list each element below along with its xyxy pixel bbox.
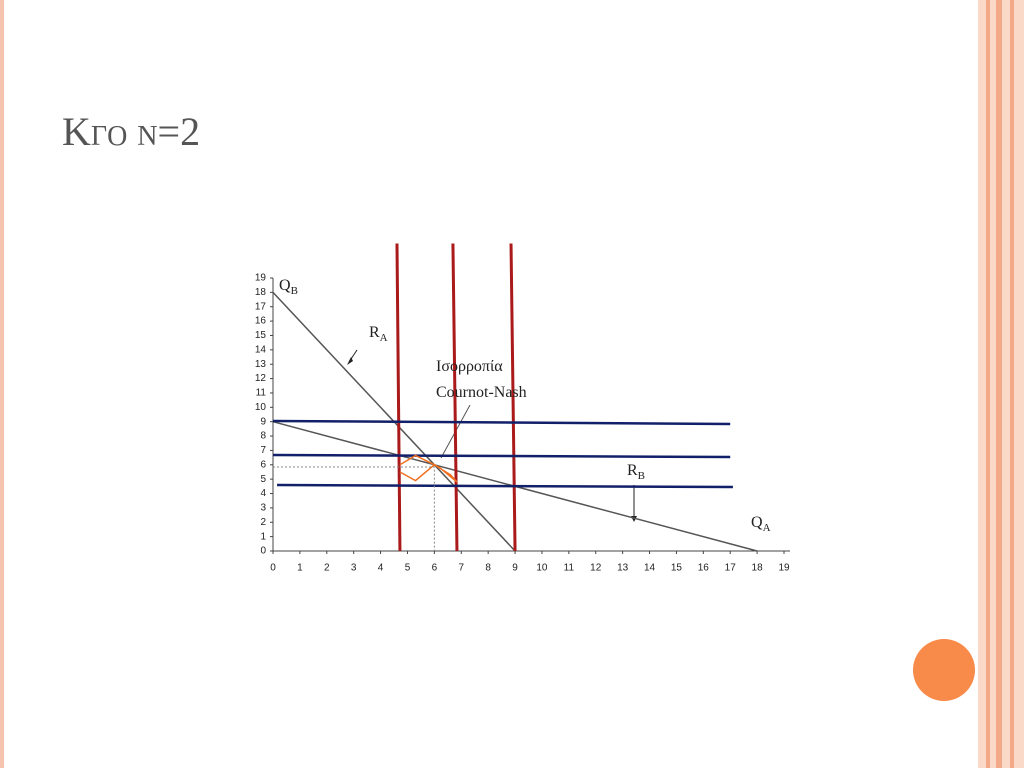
y-tick-label: 8 (260, 431, 266, 442)
x-tick-label: 17 (725, 563, 737, 574)
x-tick-label: 7 (458, 563, 464, 574)
y-tick-label: 19 (255, 273, 267, 284)
y-tick-label: 5 (260, 474, 266, 485)
slide-title: Κγο ν=2 (62, 109, 200, 154)
y-tick-label: 17 (255, 301, 267, 312)
y-tick-label: 11 (256, 388, 267, 399)
annotation: RA (369, 324, 388, 344)
y-tick-label: 0 (260, 546, 266, 557)
y-tick-label: 2 (260, 517, 266, 528)
y-tick-label: 6 (260, 459, 266, 470)
x-tick-label: 18 (752, 563, 764, 574)
y-tick-label: 1 (260, 531, 266, 542)
series-line (272, 453, 731, 459)
y-tick-label: 10 (255, 402, 267, 413)
annotation-subscript: A (380, 332, 388, 344)
annotation-text: Cournot-Nash (436, 384, 527, 401)
x-tick-label: 6 (432, 563, 438, 574)
x-tick-label: 13 (617, 563, 629, 574)
y-tick-label: 12 (255, 373, 267, 384)
y-tick-label: 18 (255, 287, 267, 298)
annotation-text: R (627, 462, 638, 479)
y-tick-label: 4 (260, 488, 266, 499)
y-tick-label: 9 (260, 416, 266, 427)
y-tick-label: 7 (260, 445, 266, 456)
annotation: Ισορροπία (436, 358, 503, 375)
annotation: RB (627, 462, 645, 482)
y-tick-label: 15 (255, 330, 267, 341)
right-stripe (986, 0, 990, 768)
y-tick-label: 16 (255, 316, 267, 327)
series-line (509, 243, 517, 552)
series-line (399, 454, 458, 483)
annotation-subscript: B (638, 470, 645, 482)
annotation-text: Q (279, 277, 291, 294)
right-stripe (1010, 0, 1014, 768)
decor-circle (913, 639, 975, 701)
x-tick-label: 4 (378, 563, 384, 574)
y-tick-label: 13 (255, 359, 267, 370)
y-tick-label: 14 (255, 344, 267, 355)
x-tick-label: 16 (698, 563, 710, 574)
annotation: Cournot-Nash (436, 384, 527, 401)
x-tick-label: 3 (351, 563, 357, 574)
x-tick-label: 14 (644, 563, 656, 574)
right-stripe (996, 0, 1002, 768)
series-line (273, 466, 435, 551)
x-tick-label: 15 (671, 563, 683, 574)
annotation-text: R (369, 324, 380, 341)
arrow-head (347, 357, 353, 365)
series-line (272, 419, 731, 426)
series-line (451, 243, 459, 552)
x-tick-label: 12 (590, 563, 602, 574)
y-tick-label: 3 (260, 503, 266, 514)
x-tick-label: 1 (297, 563, 303, 574)
annotation-text: Q (751, 514, 763, 531)
series-line (277, 483, 733, 489)
annotation: QA (751, 514, 771, 534)
annotation-subscript: B (291, 285, 298, 297)
annotation-text: Ισορροπία (436, 358, 503, 375)
annotation-subscript: A (763, 522, 771, 534)
series-line (395, 243, 402, 552)
chart: 0 1 2 3 4 5 6 7 8 9 10 11 12 13 14 15 16 17 18 190123456789… (255, 243, 790, 574)
x-tick-label: 10 (536, 563, 548, 574)
x-tick-label: 11 (564, 563, 575, 574)
x-tick-label: 2 (324, 563, 330, 574)
x-tick-label: 9 (512, 563, 518, 574)
x-tick-label: 19 (778, 563, 790, 574)
x-tick-label: 8 (485, 563, 491, 574)
x-tick-label: 0 (270, 563, 276, 574)
left-border (0, 0, 4, 768)
x-tick-label: 5 (405, 563, 411, 574)
annotation: QB (279, 277, 298, 297)
